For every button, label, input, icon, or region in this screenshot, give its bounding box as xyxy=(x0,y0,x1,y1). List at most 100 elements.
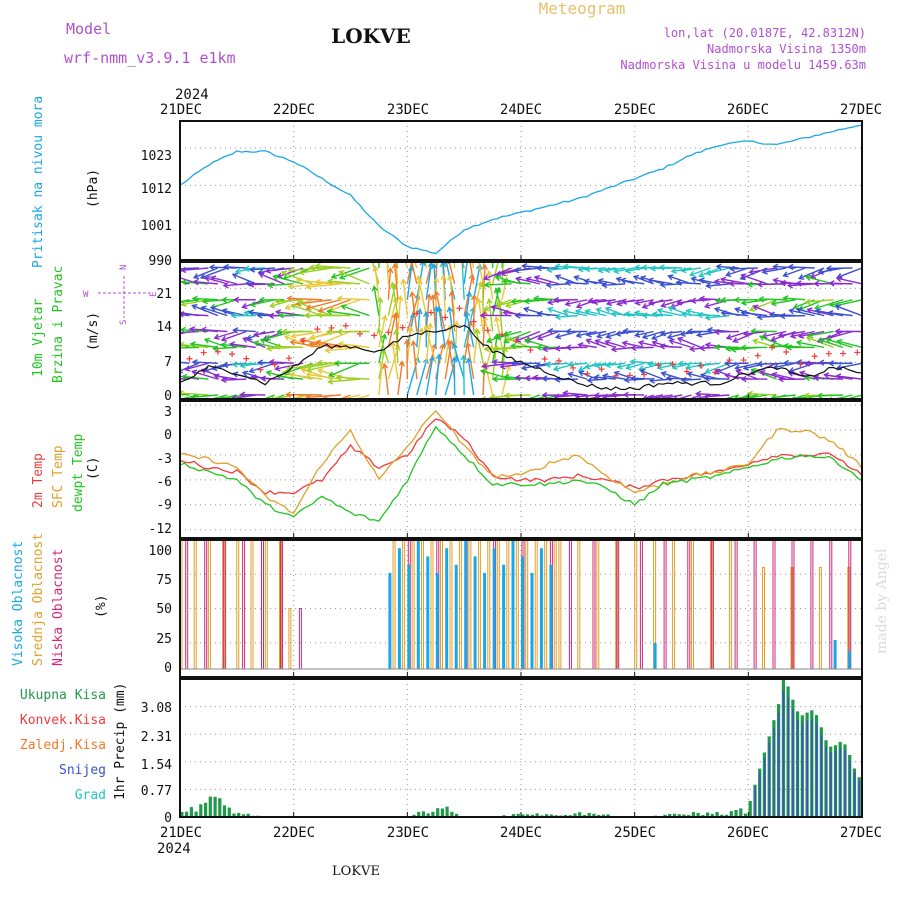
wind-arrowhead xyxy=(651,334,658,341)
wind-arrowhead xyxy=(567,371,574,378)
wind-arrowhead xyxy=(593,392,600,399)
wind-arrowhead xyxy=(836,338,843,346)
wind-arrow xyxy=(448,262,456,285)
wind-arrowhead xyxy=(503,373,510,381)
wind-arrow xyxy=(514,267,541,272)
wind-gust-mark xyxy=(669,360,676,367)
wind-arrowhead xyxy=(228,341,236,348)
wind-gust-mark xyxy=(257,366,264,373)
wind-arrowhead xyxy=(391,262,399,269)
wind-arrowhead xyxy=(211,364,218,372)
wind-arrow xyxy=(595,339,616,349)
sfc-temp-line xyxy=(180,410,862,515)
wind-arrowhead xyxy=(239,391,246,398)
wind-gust-mark xyxy=(527,346,534,353)
wind-arrowhead xyxy=(564,279,572,286)
wind-arrowhead xyxy=(740,273,747,280)
wind-arrowhead xyxy=(243,310,250,317)
wind-arrowhead xyxy=(573,275,580,282)
wind-arrowhead xyxy=(740,309,747,317)
wind-arrowhead xyxy=(180,390,184,397)
wind-arrowhead xyxy=(714,297,721,304)
wind-arrow xyxy=(690,267,711,276)
wind-arrow xyxy=(741,274,768,285)
precip-snow-bar xyxy=(816,723,818,817)
wind-arrow xyxy=(306,283,342,288)
x-tick-label: 27DEC xyxy=(840,825,882,841)
wind-arrowhead xyxy=(275,328,282,335)
wind-arrowhead xyxy=(199,273,207,280)
wind-arrowhead xyxy=(230,312,237,319)
wind-arrowhead xyxy=(698,271,705,278)
mid-cloud-bar xyxy=(558,540,562,670)
precip-snow-bar xyxy=(844,750,846,817)
wind-arrowhead xyxy=(486,297,493,305)
wind-arrow xyxy=(221,378,247,381)
wind-arrowhead xyxy=(536,310,543,318)
wind-arrow xyxy=(192,361,218,364)
wind-arrow xyxy=(371,262,380,285)
wind-arrowhead xyxy=(782,359,789,367)
wind-arrowhead xyxy=(282,274,289,281)
wind-arrow xyxy=(467,358,475,396)
wind-gust-mark xyxy=(811,353,818,360)
wind-arrow xyxy=(262,394,275,399)
wind-arrow xyxy=(773,265,796,269)
low-cloud-bar xyxy=(204,540,208,670)
wind-arrow xyxy=(289,373,323,380)
wind-arrow xyxy=(180,394,200,399)
wind-arrowhead xyxy=(777,376,784,383)
wind-arrowhead xyxy=(604,339,611,346)
wind-arrow xyxy=(828,312,853,317)
station-title: LOKVE xyxy=(331,24,411,48)
wind-arrow xyxy=(836,362,862,369)
t2m-line xyxy=(180,418,862,496)
wind-arrowhead xyxy=(694,390,702,398)
wind-arrowhead xyxy=(393,311,400,318)
wind-arrowhead xyxy=(788,308,795,315)
wind-arrowhead xyxy=(665,375,672,382)
wind-arrowhead xyxy=(274,309,282,316)
wind-arrowhead xyxy=(509,342,517,350)
wind-arrow xyxy=(180,299,190,303)
wind-arrow xyxy=(181,267,209,272)
precip-total-bar xyxy=(606,814,610,817)
wind-arrow xyxy=(587,378,607,382)
wind-arrowhead xyxy=(740,375,747,383)
wind-arrow xyxy=(537,330,560,340)
wind-arrow xyxy=(547,267,569,271)
wind-arrowhead xyxy=(180,310,185,318)
wind-arrow xyxy=(773,362,796,369)
wind-arrowhead xyxy=(647,299,655,306)
high-cloud-bar xyxy=(549,564,553,669)
wind-arrowhead xyxy=(787,263,794,271)
wind-arrowhead xyxy=(192,273,200,280)
mid-cloud-bar xyxy=(544,540,548,670)
wind-arrowhead xyxy=(772,277,779,284)
high-cloud-bar xyxy=(407,564,411,669)
wind-arrowhead xyxy=(180,266,187,274)
wind-arrowhead xyxy=(827,310,834,317)
wind-arrowhead xyxy=(249,301,256,308)
wind-gust-mark xyxy=(328,324,335,331)
wind-arrowhead xyxy=(258,296,265,304)
wind-arrow xyxy=(579,371,598,380)
wind-arrowhead xyxy=(554,313,561,321)
wind-arrowhead xyxy=(466,243,471,248)
temp-unit: (C) xyxy=(86,457,101,480)
wind-arrow xyxy=(325,346,361,352)
wind-arrowhead xyxy=(524,375,531,382)
wind-arrow xyxy=(488,271,494,300)
wind-arrowhead xyxy=(805,336,813,342)
wind-arrowhead xyxy=(173,397,178,402)
wind-arrowhead xyxy=(481,395,486,399)
wind-gust-mark xyxy=(186,355,193,362)
wind-gust-mark xyxy=(697,362,704,369)
y-tick-label: 75 xyxy=(156,573,172,588)
wind-arrowhead xyxy=(604,306,612,313)
wind-arrow xyxy=(283,267,313,280)
wind-arrow xyxy=(378,298,381,332)
wind-arrowhead xyxy=(594,338,601,345)
wind-arrow xyxy=(631,377,654,380)
wind-gust-mark xyxy=(285,355,292,362)
